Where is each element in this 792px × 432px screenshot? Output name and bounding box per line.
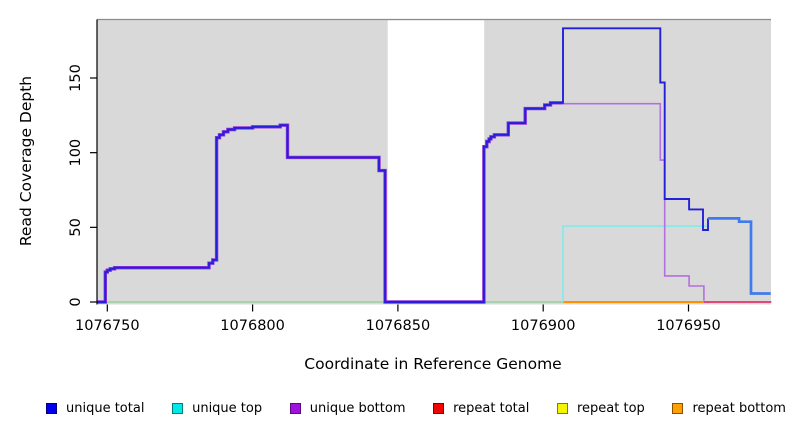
legend: unique total unique top unique bottom re… (46, 397, 786, 419)
y-tick-label: 100 (68, 139, 84, 167)
series-line-unique-bottom (563, 102, 705, 301)
legend-item-repeat-top: repeat top (557, 402, 645, 415)
axes: 0 50 100 150 1076750 1076800 1076850 1076900 107… (68, 19, 721, 334)
legend-label: unique bottom (309, 400, 406, 416)
series-line-unique-total (97, 27, 709, 303)
x-tick-label: 1076750 (75, 318, 140, 334)
legend-label: repeat bottom (692, 400, 786, 416)
legend-item-unique-total: unique total (46, 402, 144, 415)
x-tick-label: 1076900 (511, 318, 576, 334)
x-tick-label: 1076800 (220, 318, 285, 334)
masked-region (387, 20, 485, 302)
plot-panel (97, 18, 771, 305)
legend-item-unique-top: unique top (172, 402, 262, 415)
legend-swatch-repeat-bottom (672, 402, 684, 414)
legend-swatch-unique-bottom (289, 402, 301, 414)
x-tick-label: 1076850 (366, 318, 431, 334)
legend-label: unique total (66, 400, 145, 416)
legend-swatch-unique-total (46, 402, 57, 414)
legend-swatch-unique-top (172, 402, 184, 414)
legend-item-repeat-total: repeat total (433, 402, 529, 415)
legend-swatch-repeat-top (557, 402, 568, 414)
legend-swatch-repeat-total (433, 402, 445, 414)
series-lines (97, 27, 772, 304)
legend-label: unique top (192, 400, 263, 416)
legend-label: repeat total (453, 400, 530, 416)
y-tick-label: 150 (68, 64, 84, 92)
legend-item-unique-bottom: unique bottom (289, 400, 406, 416)
legend-item-repeat-bottom: repeat bottom (672, 402, 786, 415)
series-line-unique-total-top-overlap (708, 217, 771, 295)
y-axis-title: Read Coverage Depth (17, 76, 35, 246)
y-tick-label: 0 (68, 297, 84, 306)
y-tick-label: 50 (68, 218, 84, 236)
x-axis-title: Coordinate in Reference Genome (304, 355, 561, 373)
legend-label: repeat top (577, 400, 645, 416)
x-tick-label: 1076950 (656, 318, 721, 334)
